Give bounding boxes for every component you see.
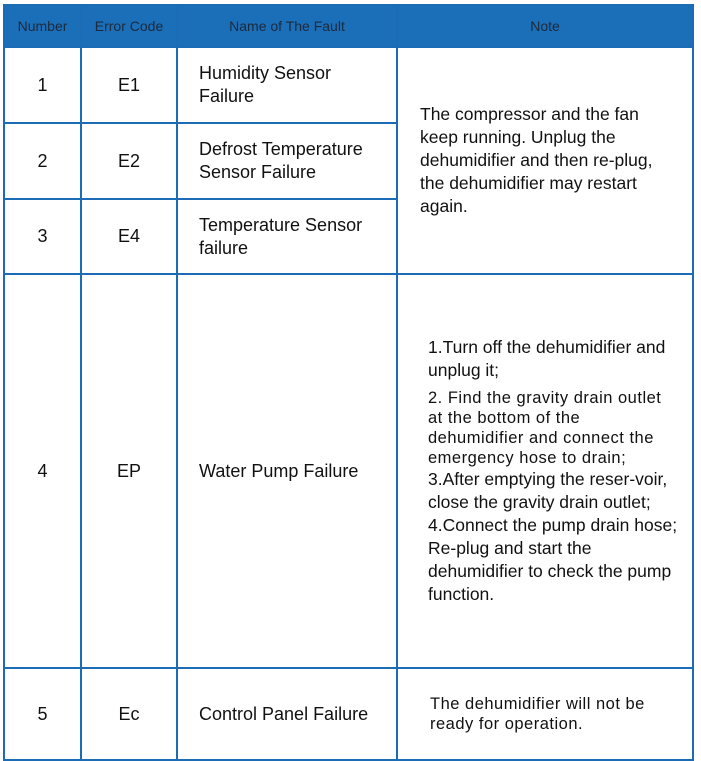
table-row: 3 E4 Temperature Sensor failure [3,198,693,275]
row-number: 5 [3,667,82,761]
row-fault: Defrost Temperature Sensor Failure [176,122,398,200]
header-note: Note [396,4,694,48]
row-note: 1.Turn off the dehumidifier and unplug i… [396,273,694,669]
row-number: 3 [3,198,82,275]
table-row: 5 Ec Control Panel Failure The dehumidif… [3,667,694,761]
row-number: 1 [3,46,82,124]
row-code: EP [80,273,178,669]
row-code: E2 [80,122,178,200]
header-number: Number [3,4,82,48]
header-row: Number Error Code Name of The Fault Note [3,4,694,48]
row-fault: Control Panel Failure [176,667,398,761]
row-fault: Humidity Sensor Failure [176,46,398,124]
row-fault: Temperature Sensor failure [176,198,398,275]
row-number: 4 [3,273,82,669]
pump-step-5: Re-plug and start the dehumidifier to ch… [428,538,672,604]
row-number: 2 [3,122,82,200]
error-code-table: Number Error Code Name of The Fault Note… [3,4,694,761]
table-row: 4 EP Water Pump Failure 1.Turn off the d… [3,273,694,669]
header-error-code: Error Code [80,4,178,48]
header-fault-name: Name of The Fault [176,4,398,48]
row-code: E1 [80,46,178,124]
row-code: E4 [80,198,178,275]
row-note: The dehumidifier will not be ready for o… [396,667,694,761]
panel-note-text: The dehumidifier will not be ready for o… [430,695,645,733]
row-fault: Water Pump Failure [176,273,398,669]
pump-step-1: 1.Turn off the dehumidifier and unplug i… [428,337,666,380]
pump-step-4: 4.Connect the pump drain hose; [428,515,678,535]
pump-step-2: 2. Find the gravity drain outlet at the … [428,389,662,467]
table-row: 1 E1 Humidity Sensor Failure The compres… [3,46,694,275]
row-code: Ec [80,667,178,761]
row-note: The compressor and the fan keep running.… [396,46,694,275]
table-row: 2 E2 Defrost Temperature Sensor Failure [3,122,693,200]
pump-step-3: 3.After emptying the reser-voir, close t… [428,469,668,512]
